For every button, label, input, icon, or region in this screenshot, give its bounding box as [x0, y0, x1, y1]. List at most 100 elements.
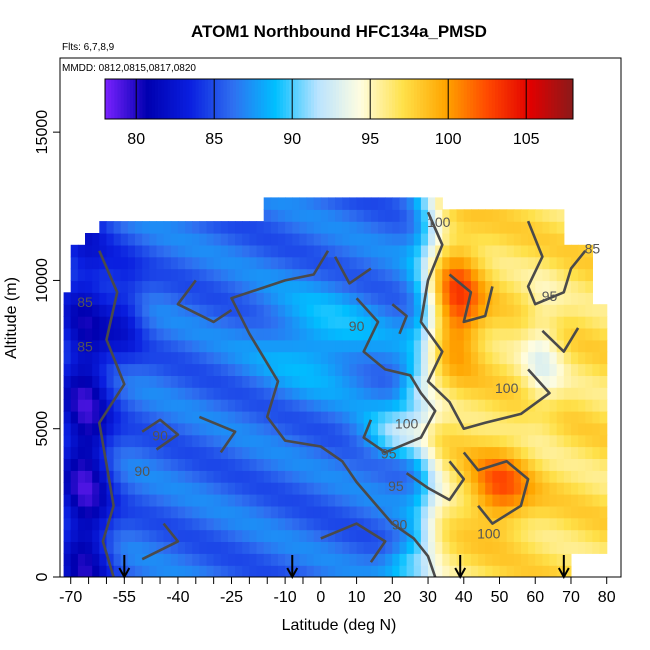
- heatmap-cell: [77, 351, 86, 365]
- heatmap-cell: [520, 256, 529, 270]
- heatmap-cell: [213, 553, 222, 566]
- heatmap-cell: [342, 233, 350, 246]
- heatmap-cell: [313, 446, 322, 459]
- heatmap-cell: [127, 339, 136, 353]
- heatmap-cell: [563, 541, 572, 554]
- heatmap-cell: [478, 244, 486, 258]
- heatmap-cell: [335, 422, 343, 436]
- heatmap-cell: [306, 553, 315, 566]
- heatmap-cell: [406, 351, 415, 365]
- heatmap-cell: [242, 553, 250, 566]
- heatmap-cell: [406, 280, 415, 293]
- heatmap-cell: [242, 280, 250, 293]
- heatmap-cell: [342, 505, 350, 519]
- heatmap-cell: [292, 339, 300, 353]
- heatmap-cell: [513, 233, 522, 246]
- heatmap-cell: [592, 446, 601, 459]
- heatmap-cell: [213, 399, 222, 412]
- heatmap-cell: [549, 351, 558, 365]
- heatmap-cell: [213, 316, 222, 329]
- heatmap-cell: [499, 541, 508, 554]
- flight-arrow-head: [118, 567, 131, 580]
- heatmap-cell: [342, 327, 350, 341]
- y-tick-label: 10000: [34, 258, 51, 303]
- heatmap-cell: [263, 399, 272, 412]
- heatmap-cell: [549, 233, 558, 246]
- heatmap-cell: [156, 410, 165, 424]
- heatmap-cell: [542, 434, 551, 448]
- heatmap-cell: [63, 505, 72, 519]
- heatmap-cell: [242, 339, 250, 353]
- heatmap-cell: [235, 529, 243, 542]
- heatmap-cell: [306, 434, 315, 448]
- heatmap-cell: [456, 351, 465, 365]
- colorbar-cell: [217, 79, 221, 119]
- heatmap-cell: [528, 505, 536, 519]
- heatmap-cell: [320, 233, 329, 246]
- heatmap-cell: [542, 351, 551, 365]
- colorbar-cell: [485, 79, 490, 119]
- heatmap-cell: [313, 197, 322, 210]
- heatmap-cell: [270, 327, 279, 341]
- heatmap-cell: [106, 387, 115, 400]
- heatmap-cell: [63, 494, 72, 507]
- heatmap-cell: [571, 304, 579, 317]
- colorbar-cell: [292, 79, 296, 119]
- heatmap-cell: [77, 280, 86, 293]
- heatmap-cell: [413, 565, 422, 577]
- heatmap-cell: [192, 351, 200, 365]
- heatmap-cell: [549, 375, 558, 388]
- heatmap-cell: [499, 256, 508, 270]
- heatmap-cell: [220, 565, 229, 577]
- heatmap-cell: [292, 316, 300, 329]
- heatmap-cell: [220, 233, 229, 246]
- heatmap-cell: [470, 327, 479, 341]
- colorbar-cell: [438, 79, 443, 119]
- heatmap-cell: [599, 494, 608, 507]
- heatmap-cell: [192, 304, 200, 317]
- heatmap-cell: [120, 434, 129, 448]
- heatmap-cell: [549, 209, 558, 222]
- heatmap-cell: [235, 363, 243, 376]
- heatmap-cell: [335, 434, 343, 448]
- heatmap-cell: [192, 434, 200, 448]
- heatmap-cell: [549, 482, 558, 495]
- heatmap-cell: [63, 553, 72, 566]
- colorbar-cell: [164, 79, 168, 119]
- heatmap-cell: [328, 410, 336, 424]
- heatmap-cell: [470, 209, 479, 222]
- heatmap-cell: [85, 327, 93, 341]
- heatmap-cell: [320, 553, 329, 566]
- heatmap-cell: [113, 494, 122, 507]
- colorbar-cell: [142, 79, 146, 119]
- heatmap-cell: [420, 304, 429, 317]
- heatmap-cell: [499, 268, 508, 282]
- heatmap-cell: [599, 446, 608, 459]
- heatmap-cell: [70, 399, 79, 412]
- heatmap-cell: [299, 244, 308, 258]
- contour-label: 85: [77, 339, 93, 355]
- heatmap-cell: [463, 316, 472, 329]
- heatmap-cell: [328, 280, 336, 293]
- heatmap-cell: [256, 517, 265, 531]
- heatmap-cell: [227, 351, 236, 365]
- heatmap-cell: [185, 256, 193, 270]
- heatmap-cell: [378, 565, 386, 577]
- heatmap-cell: [170, 458, 179, 471]
- heatmap-cell: [199, 505, 208, 519]
- heatmap-cell: [227, 494, 236, 507]
- heatmap-cell: [556, 494, 565, 507]
- heatmap-cell: [320, 410, 329, 424]
- heatmap-cell: [478, 553, 486, 566]
- heatmap-cell: [263, 434, 272, 448]
- heatmap-cell: [456, 209, 465, 222]
- heatmap-cell: [356, 565, 365, 577]
- heatmap-cell: [170, 233, 179, 246]
- heatmap-cell: [556, 482, 565, 495]
- heatmap-cell: [585, 387, 593, 400]
- heatmap-cell: [528, 541, 536, 554]
- heatmap-cell: [106, 304, 115, 317]
- heatmap-cell: [456, 399, 465, 412]
- heatmap-cell: [556, 375, 565, 388]
- heatmap-cell: [127, 221, 136, 234]
